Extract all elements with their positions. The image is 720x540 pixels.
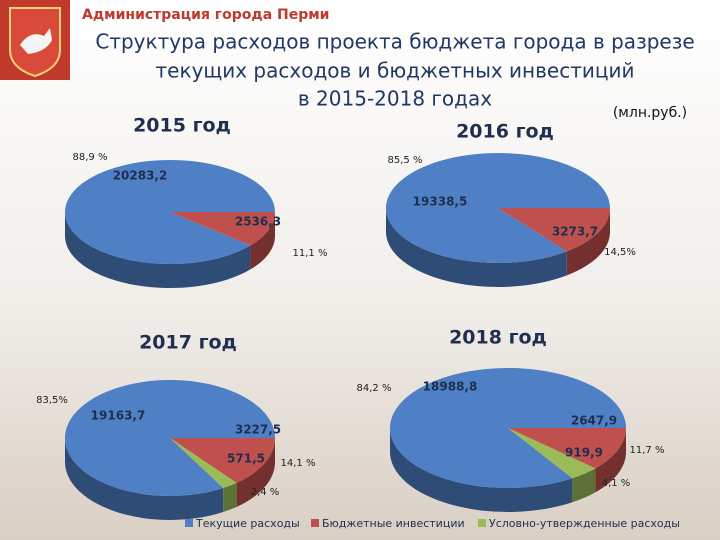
pie-side [236,438,275,507]
chart-title: 2015 год [133,115,231,137]
pie-side [386,208,567,287]
title-line: в 2015-2018 годах [298,87,492,111]
percent-label: 11,7 % [630,445,665,456]
percent-label: 88,9 % [73,152,108,163]
pie-slice [508,428,596,479]
legend-label: Бюджетные инвестиции [322,517,465,530]
percent-label: 84,2 % [357,383,392,394]
pie-side [65,212,251,288]
pie-side [390,428,573,513]
pie-slice [170,438,237,489]
value-label: 2647,9 [571,414,617,428]
legend-label: Условно-утвержденные расходы [489,517,680,530]
percent-label: 83,5% [36,395,68,406]
percent-label: 14,5% [604,247,636,258]
chart-title: 2017 год [139,332,237,354]
percent-label: 85,5 % [388,155,423,166]
pie-side [250,212,275,270]
value-label: 18988,8 [423,380,478,394]
pie-side [566,208,610,276]
pie-side [223,482,237,513]
pie-slice [170,438,275,483]
legend-label: Текущие расходы [195,517,300,530]
title-line: текущих расходов и бюджетных инвестиций [156,59,635,83]
value-label: 3227,5 [235,423,281,437]
legend-swatch [311,519,319,527]
legend-swatch [478,519,486,527]
legend-swatch [185,519,193,527]
pie-side [65,438,224,520]
percent-label: 4,1 % [602,478,631,489]
value-label: 3273,7 [552,225,598,239]
percent-label: 14,1 % [281,458,316,469]
org-name: Администрация города Перми [82,7,330,23]
value-label: 571,5 [227,452,265,466]
percent-label: 11,1 % [293,248,328,259]
unit-label: (млн.руб.) [613,105,687,121]
value-label: 20283,2 [113,169,168,183]
emblem [0,0,70,80]
pie-slice [170,212,275,246]
pie-side [595,428,626,493]
percent-label: 2,4 % [251,487,280,498]
value-label: 919,9 [565,446,603,460]
pie-slice [498,208,610,252]
value-label: 19338,5 [413,195,468,209]
chart-title: 2016 год [456,121,554,143]
pie-side [572,468,596,503]
chart-title: 2018 год [449,327,547,349]
pie-slice [65,160,275,265]
value-label: 19163,7 [91,409,146,423]
value-label: 2536,3 [235,215,281,229]
pie-slice [508,428,626,469]
title-line: Структура расходов проекта бюджета город… [95,30,694,54]
pie-slice [385,152,610,263]
